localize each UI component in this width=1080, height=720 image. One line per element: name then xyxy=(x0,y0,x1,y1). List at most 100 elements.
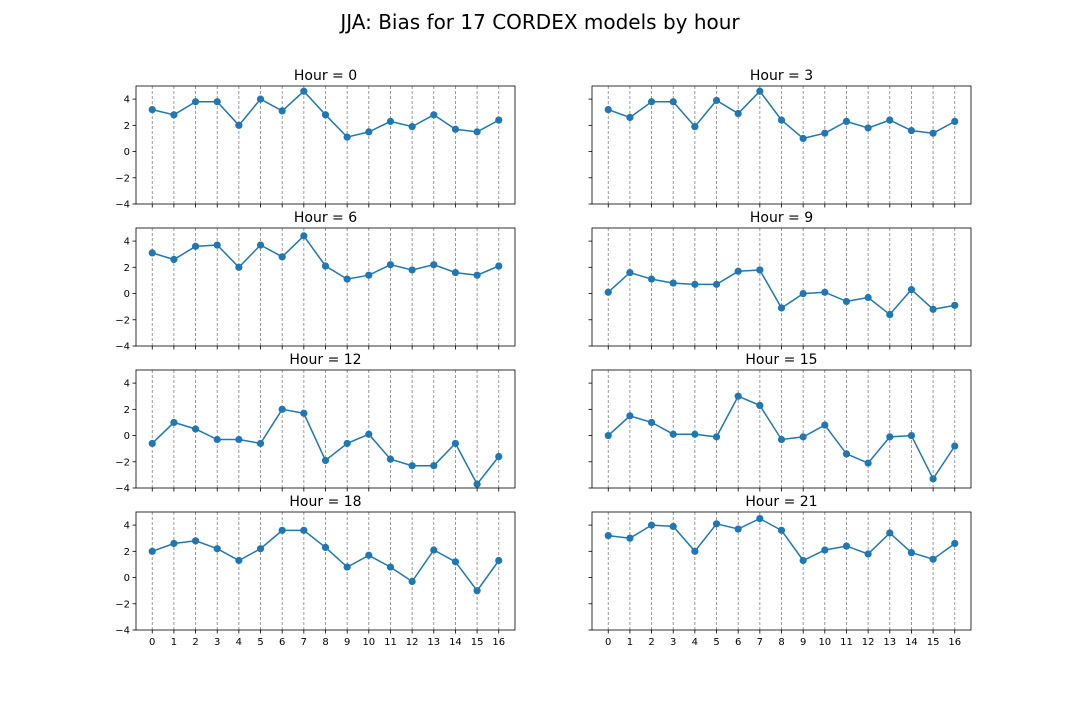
data-point xyxy=(842,297,851,306)
data-point xyxy=(821,288,829,296)
x-tick-label: 5 xyxy=(257,637,263,648)
data-point xyxy=(669,522,677,531)
data-point xyxy=(451,439,460,448)
data-point xyxy=(604,106,612,114)
data-point xyxy=(343,563,351,571)
subplot-title: Hour = 15 xyxy=(745,352,817,368)
axes-frame xyxy=(135,227,516,347)
x-tick-label: 8 xyxy=(778,637,784,648)
data-point xyxy=(213,98,221,106)
data-point xyxy=(213,545,221,553)
data-point xyxy=(430,261,438,269)
data-point xyxy=(626,113,634,122)
data-point xyxy=(191,242,200,250)
y-tick-label: 0 xyxy=(124,431,130,442)
y-tick-label: 4 xyxy=(124,521,130,532)
x-tick-label: 7 xyxy=(757,637,763,648)
x-tick-label: 15 xyxy=(471,637,484,648)
y-tick-label: −4 xyxy=(115,200,130,211)
data-point xyxy=(907,286,916,294)
series-line xyxy=(151,234,500,280)
data-point xyxy=(170,539,178,548)
data-point xyxy=(170,255,178,264)
data-point xyxy=(756,266,764,274)
data-point xyxy=(408,266,416,274)
y-tick-label: −4 xyxy=(115,484,130,495)
x-tick-label: 10 xyxy=(362,637,375,648)
axes-frame xyxy=(591,511,972,631)
x-tick-label: 11 xyxy=(384,637,397,648)
x-tick-label: 7 xyxy=(301,637,307,648)
data-point xyxy=(191,425,200,433)
data-point xyxy=(821,546,829,554)
data-point xyxy=(604,431,612,440)
data-point xyxy=(365,551,373,559)
figure-title: JJA: Bias for 17 CORDEX models by hour xyxy=(338,10,740,34)
data-point xyxy=(256,439,265,448)
data-point xyxy=(148,439,156,448)
data-point xyxy=(691,280,699,288)
data-point xyxy=(669,279,677,287)
data-point xyxy=(495,452,503,461)
x-tick-label: 6 xyxy=(735,637,741,648)
data-point xyxy=(951,301,959,309)
data-point xyxy=(148,249,156,257)
data-point xyxy=(386,261,395,269)
subplot-title: Hour = 9 xyxy=(750,210,813,226)
x-tick-label: 9 xyxy=(344,637,350,648)
data-point xyxy=(886,529,894,537)
data-point xyxy=(321,111,330,119)
data-point xyxy=(213,241,221,249)
subplot-title: Hour = 3 xyxy=(750,68,813,84)
data-point xyxy=(691,547,699,555)
x-tick-label: 9 xyxy=(800,637,806,648)
data-point xyxy=(864,293,872,302)
x-tick-label: 14 xyxy=(905,637,918,648)
data-point xyxy=(907,126,916,135)
data-point xyxy=(300,409,308,417)
data-point xyxy=(386,455,395,463)
data-point xyxy=(235,556,243,565)
data-point xyxy=(929,129,937,137)
data-point xyxy=(321,543,330,552)
subplot-title: Hour = 21 xyxy=(745,494,817,510)
x-tick-label: 3 xyxy=(214,637,220,648)
data-point xyxy=(864,124,872,132)
data-point xyxy=(430,111,438,119)
data-point xyxy=(343,133,351,141)
data-point xyxy=(495,262,503,270)
subplot-5: Hour = 15 xyxy=(588,352,972,492)
y-tick-label: −2 xyxy=(115,315,130,326)
subplot-title: Hour = 12 xyxy=(289,352,361,368)
x-tick-label: 4 xyxy=(692,637,698,648)
data-point xyxy=(235,121,243,129)
data-point xyxy=(647,521,656,529)
data-point xyxy=(734,392,742,400)
data-point xyxy=(191,537,200,545)
subplot-title: Hour = 0 xyxy=(294,68,357,84)
data-point xyxy=(473,587,481,595)
data-point xyxy=(300,87,308,95)
data-point xyxy=(777,435,786,444)
x-tick-label: 13 xyxy=(883,637,896,648)
y-tick-label: −4 xyxy=(115,342,130,353)
data-point xyxy=(907,549,916,557)
x-tick-label: 3 xyxy=(670,637,676,648)
y-tick-label: −2 xyxy=(115,173,130,184)
data-point xyxy=(951,539,959,548)
data-point xyxy=(451,125,460,133)
data-point xyxy=(365,271,373,279)
data-point xyxy=(321,456,330,465)
subplot-3: Hour = 9 xyxy=(588,210,972,350)
data-point xyxy=(278,526,286,534)
data-point xyxy=(712,96,721,105)
data-point xyxy=(235,435,243,444)
data-point xyxy=(256,241,265,249)
data-point xyxy=(756,514,764,523)
x-tick-label: 14 xyxy=(449,637,462,648)
x-tick-label: 2 xyxy=(648,637,654,648)
data-point xyxy=(647,98,656,106)
data-point xyxy=(495,116,503,124)
